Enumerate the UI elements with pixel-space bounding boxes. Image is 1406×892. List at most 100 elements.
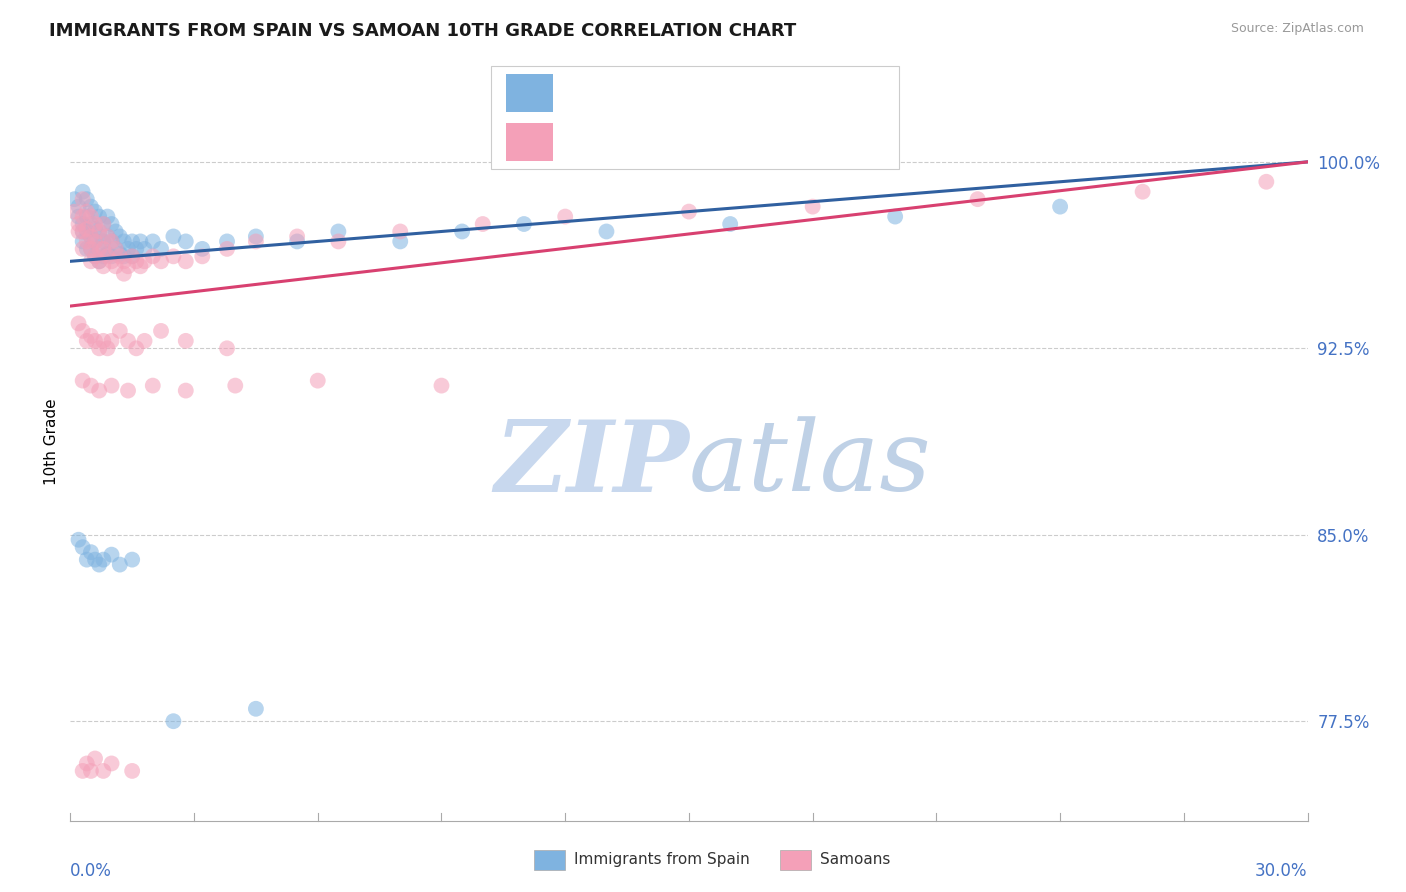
Point [80,229,103,244]
Point [174,384,197,398]
Point [96,210,118,224]
Point [89,254,111,268]
Point [76,334,98,348]
Point [117,384,139,398]
Point [245,702,267,716]
Point [100,334,122,348]
Point [117,334,139,348]
Point [84,235,107,249]
Point [72,235,94,249]
Point [801,200,824,214]
Point [245,229,267,244]
Point [100,249,122,263]
Point [100,756,122,771]
Point [134,242,156,256]
Point [80,764,103,778]
Point [108,324,131,338]
Point [117,260,139,274]
Point [1256,175,1278,189]
Point [451,225,474,239]
Point [104,242,127,256]
Point [72,217,94,231]
Point [328,235,350,249]
Point [84,235,107,249]
Point [100,548,122,562]
Point [134,334,156,348]
Bar [506,123,553,161]
Point [67,317,90,331]
Point [112,267,135,281]
Point [389,235,412,249]
Point [76,192,98,206]
Point [89,225,111,239]
Point [80,254,103,268]
Point [108,229,131,244]
Text: Immigrants from Spain: Immigrants from Spain [574,853,749,867]
Point [63,192,86,206]
Text: Source: ZipAtlas.com: Source: ZipAtlas.com [1230,22,1364,36]
Point [89,210,111,224]
Point [72,764,94,778]
Point [72,540,94,554]
Point [76,225,98,239]
Point [89,384,111,398]
Point [91,334,114,348]
Point [112,235,135,249]
Point [134,254,156,268]
Text: 30.0%: 30.0% [1256,863,1308,880]
Point [67,225,90,239]
Point [89,558,111,572]
Point [91,217,114,231]
Point [513,217,536,231]
Point [89,242,111,256]
Point [67,210,90,224]
Point [89,254,111,268]
Point [67,217,90,231]
Point [100,235,122,249]
Point [471,217,494,231]
Point [108,558,131,572]
Point [91,552,114,566]
Point [72,225,94,239]
Point [84,552,107,566]
Point [76,552,98,566]
Point [108,249,131,263]
Point [100,235,122,249]
Point [174,235,197,249]
Point [121,249,143,263]
Point [84,334,107,348]
Point [76,756,98,771]
Point [678,204,700,219]
Point [121,235,143,249]
Point [104,260,127,274]
Point [96,247,118,261]
Point [63,204,86,219]
Text: R = 0.338    N = 72: R = 0.338 N = 72 [568,86,758,103]
Point [328,225,350,239]
Point [80,329,103,343]
Point [91,764,114,778]
Point [125,254,148,268]
Point [129,235,152,249]
Point [142,249,165,263]
Point [91,242,114,256]
Point [125,242,148,256]
Point [67,533,90,547]
Text: IMMIGRANTS FROM SPAIN VS SAMOAN 10TH GRADE CORRELATION CHART: IMMIGRANTS FROM SPAIN VS SAMOAN 10TH GRA… [49,22,796,40]
Point [162,714,184,729]
Point [307,374,329,388]
Point [966,192,988,206]
Point [129,260,152,274]
Text: R = 0.330    N = 87: R = 0.330 N = 87 [568,133,758,151]
Point [76,204,98,219]
Point [84,222,107,236]
Point [76,235,98,249]
Point [174,254,197,268]
Point [91,260,114,274]
Point [96,229,118,244]
Point [285,229,308,244]
Point [108,247,131,261]
Point [72,242,94,256]
Point [191,249,214,263]
Point [72,374,94,388]
